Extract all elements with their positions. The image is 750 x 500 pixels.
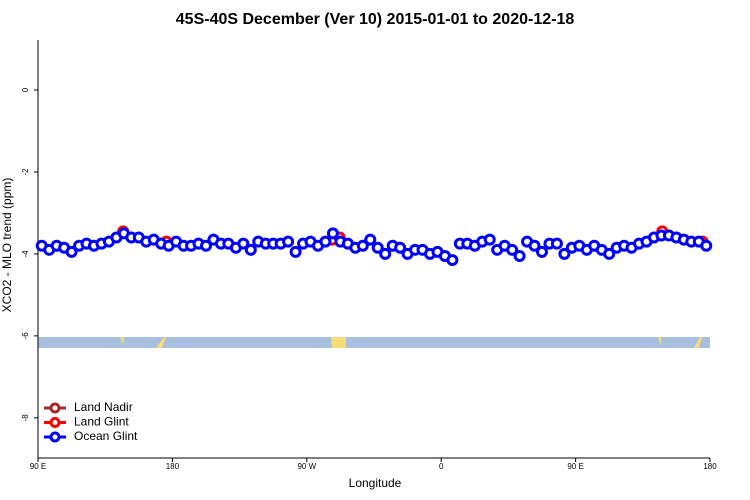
legend-marker (49, 402, 61, 414)
data-point (364, 233, 377, 246)
y-tick-label: -4 (21, 250, 30, 258)
data-point (603, 247, 616, 260)
data-point (394, 241, 407, 254)
data-point (513, 249, 526, 262)
data-point (319, 235, 332, 248)
legend-label: Land Nadir (74, 400, 133, 414)
x-tick-label: 90 E (30, 462, 46, 471)
x-tick-label: 0 (439, 462, 444, 471)
y-axis-label: XCO2 - MLO trend (ppm) (0, 178, 14, 313)
chart-title: 45S-40S December (Ver 10) 2015-01-01 to … (176, 11, 575, 28)
y-tick-label: -8 (21, 414, 30, 422)
legend-label: Land Glint (74, 415, 129, 429)
data-point (700, 239, 713, 252)
data-point (282, 235, 295, 248)
y-tick-label: -6 (21, 332, 30, 340)
data-point (237, 237, 250, 250)
x-tick-label: 180 (166, 462, 180, 471)
data-point (506, 243, 519, 256)
data-point (200, 239, 212, 252)
x-axis-label: Longitude (349, 476, 402, 490)
data-point (379, 247, 392, 260)
x-tick-label: 90 E (567, 462, 583, 471)
data-point (483, 233, 496, 246)
legend-marker (49, 417, 61, 428)
data-point (326, 227, 339, 240)
data-point (289, 245, 302, 258)
data-point (371, 241, 384, 254)
data-point (356, 239, 369, 252)
y-tick-label: -2 (21, 168, 30, 176)
data-point (446, 254, 459, 267)
data-point (550, 237, 563, 250)
data-point (244, 243, 257, 256)
x-tick-label: 180 (703, 462, 717, 471)
legend-label: Ocean Glint (74, 429, 138, 443)
data-point (65, 245, 78, 258)
data-point (536, 245, 548, 258)
data-point (558, 247, 571, 260)
land-ocean-strip (38, 337, 710, 348)
data-point (528, 239, 541, 252)
x-tick-label: 90 W (297, 462, 316, 471)
legend-marker (49, 431, 61, 443)
y-tick-label: 0 (21, 87, 30, 92)
